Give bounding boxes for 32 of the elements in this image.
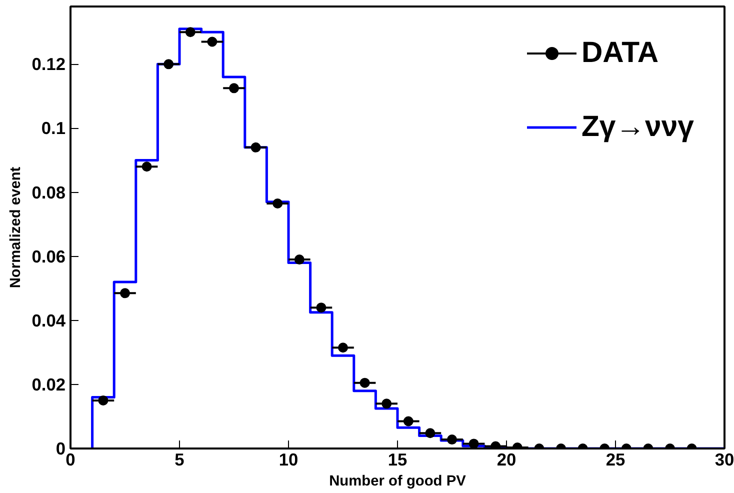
x-tick-label: 5 bbox=[174, 450, 185, 470]
legend-label: Zγ→ννγ bbox=[582, 110, 694, 144]
x-tick-label: 25 bbox=[606, 450, 626, 470]
point bbox=[468, 438, 479, 448]
point bbox=[250, 142, 261, 152]
point bbox=[403, 416, 414, 426]
x-tick-label: 30 bbox=[714, 450, 734, 470]
y-tick-label: 0.04 bbox=[32, 310, 66, 330]
point bbox=[294, 254, 304, 265]
point bbox=[272, 198, 283, 208]
point bbox=[207, 36, 218, 47]
point bbox=[338, 342, 348, 353]
y-tick-label: 0.06 bbox=[32, 246, 66, 266]
legend-label: DATA bbox=[582, 36, 659, 70]
x-tick-label: 20 bbox=[496, 450, 516, 470]
x-tick-label: 15 bbox=[388, 450, 408, 470]
point bbox=[316, 302, 326, 313]
x-tick-label: 10 bbox=[278, 450, 298, 470]
point bbox=[98, 395, 108, 406]
point bbox=[382, 398, 392, 409]
point bbox=[142, 162, 152, 172]
y-tick-label: 0.1 bbox=[41, 118, 66, 138]
y-tick-label: 0.02 bbox=[32, 374, 66, 394]
point bbox=[120, 288, 130, 298]
point bbox=[185, 27, 196, 38]
y-tick-label: 0.08 bbox=[32, 182, 66, 202]
point bbox=[164, 59, 174, 70]
x-axis-title: Number of good PV bbox=[329, 474, 466, 490]
point bbox=[360, 378, 370, 388]
y-tick-label: 0.12 bbox=[32, 54, 66, 74]
point bbox=[229, 83, 239, 94]
y-axis-title: Normalized event bbox=[8, 166, 24, 288]
